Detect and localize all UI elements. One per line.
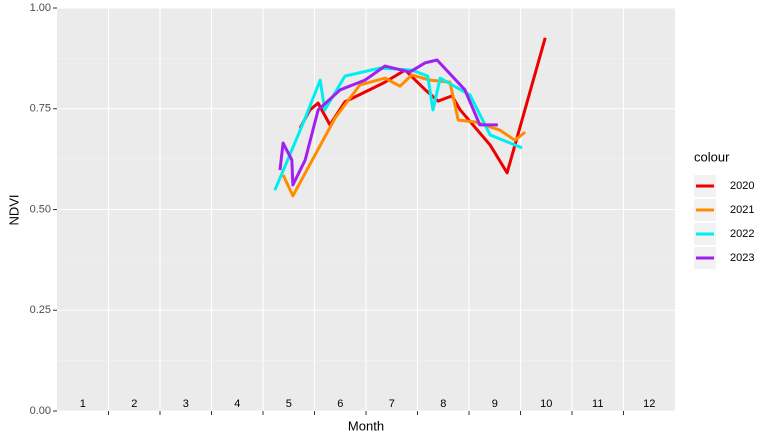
month-label: 5 — [286, 398, 292, 410]
month-label: 7 — [389, 398, 395, 410]
y-tick-label: 0.25 — [30, 304, 51, 316]
month-label: 4 — [234, 398, 240, 410]
month-label: 10 — [540, 398, 552, 410]
y-tick-label: 0.00 — [30, 405, 51, 417]
month-label: 9 — [492, 398, 498, 410]
y-tick-label: 0.75 — [30, 103, 51, 115]
y-tick-label: 0.50 — [30, 203, 51, 215]
series-line — [278, 58, 498, 187]
month-label: 2 — [131, 398, 137, 410]
month-label: 3 — [183, 398, 189, 410]
legend-label: 2021 — [730, 204, 754, 216]
y-axis-title: NDVI — [6, 194, 21, 225]
month-label: 6 — [337, 398, 343, 410]
x-axis-title: Month — [348, 418, 384, 433]
month-label: 1 — [80, 398, 86, 410]
y-tick-label: 1.00 — [30, 2, 51, 14]
legend-label: 2020 — [730, 180, 754, 192]
series-line — [281, 73, 527, 198]
month-label: 12 — [643, 398, 655, 410]
legend-label: 2022 — [730, 228, 754, 240]
month-label: 8 — [440, 398, 446, 410]
legend-title: colour — [694, 149, 730, 164]
legend-label: 2023 — [730, 252, 754, 264]
month-label: 11 — [592, 398, 603, 410]
